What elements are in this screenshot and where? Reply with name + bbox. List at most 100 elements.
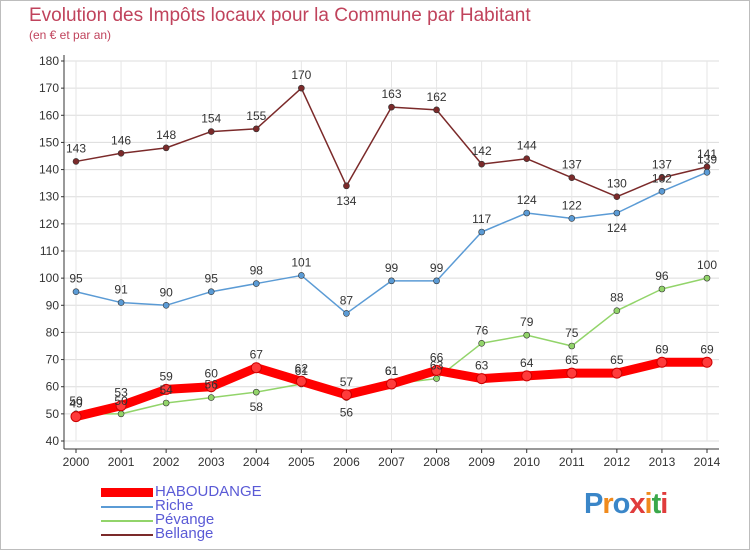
- data-point: [613, 209, 621, 217]
- data-label: 60: [205, 367, 219, 381]
- data-point: [388, 103, 395, 111]
- data-label: 69: [700, 342, 714, 356]
- legend-swatch: [101, 488, 153, 497]
- data-label: 98: [250, 264, 264, 278]
- data-point: [207, 394, 215, 401]
- data-label: 76: [475, 323, 489, 337]
- data-label: 134: [336, 194, 356, 208]
- data-point: [162, 144, 170, 152]
- data-label: 61: [385, 364, 399, 378]
- plot-area: 40 50 60 70 80 90 100 110 120 130 140 150 160 170 180 2…: [39, 54, 721, 469]
- data-label: 61: [295, 364, 309, 378]
- data-point: [476, 373, 488, 385]
- data-point: [433, 277, 440, 285]
- data-point: [658, 187, 666, 195]
- data-point: [478, 339, 485, 347]
- data-point: [252, 125, 260, 133]
- data-point: [703, 168, 711, 176]
- x-tick-label: 2005: [288, 455, 315, 469]
- y-tick-label: 180: [39, 54, 59, 68]
- logo-letter: r: [602, 488, 613, 520]
- logo-letter: o: [612, 488, 631, 520]
- legend-label: Bellange: [155, 525, 214, 542]
- data-label: 87: [340, 293, 354, 307]
- logo-letter: x: [629, 488, 645, 520]
- data-point: [298, 272, 305, 279]
- data-label: 63: [430, 359, 444, 373]
- data-label: 142: [472, 144, 492, 158]
- x-tick-label: 2010: [513, 455, 540, 469]
- data-label: 61: [385, 364, 399, 378]
- x-tick-label: 2013: [649, 455, 676, 469]
- data-point: [523, 209, 531, 217]
- data-label: 50: [114, 394, 128, 408]
- chart-subtitle: (en € et par an): [29, 28, 112, 42]
- labels-pévange: 50 50 54 56 58 61 56 61 63 76 79 75 88 96 100: [69, 258, 717, 419]
- data-point: [433, 106, 440, 114]
- x-tick-label: 2008: [423, 455, 450, 469]
- y-tick-label: 120: [39, 217, 59, 231]
- data-label: 137: [562, 158, 582, 172]
- data-label: 58: [250, 400, 264, 414]
- data-point: [72, 288, 80, 296]
- data-label: 53: [114, 386, 128, 400]
- data-point: [115, 400, 127, 412]
- logo-letter: i: [644, 488, 653, 520]
- data-label: 95: [205, 272, 219, 286]
- x-tick-label: 2002: [153, 455, 180, 469]
- data-point: [340, 389, 352, 401]
- legend-label: Pévange: [155, 511, 215, 528]
- data-label: 50: [69, 394, 83, 408]
- x-tick-label: 2009: [468, 455, 495, 469]
- data-label: 88: [610, 291, 624, 305]
- data-label: 117: [472, 212, 491, 226]
- legend-swatch: [101, 506, 153, 508]
- series-riche: [72, 168, 711, 317]
- data-label: 124: [517, 193, 537, 207]
- data-label: 155: [246, 109, 266, 123]
- data-point: [117, 299, 125, 306]
- x-tick-label: 2001: [108, 455, 135, 469]
- data-point: [117, 410, 125, 418]
- legend-swatch: [101, 534, 153, 536]
- data-point: [568, 174, 576, 182]
- data-point: [343, 310, 350, 317]
- data-point: [252, 280, 260, 287]
- y-tick-label: 80: [46, 325, 60, 339]
- data-label: 144: [517, 139, 537, 153]
- y-tick-label: 100: [39, 271, 59, 285]
- data-point: [703, 274, 711, 282]
- x-tick-label: 2014: [694, 455, 721, 469]
- data-point: [656, 356, 668, 368]
- data-point: [160, 383, 172, 395]
- data-point: [298, 84, 305, 92]
- data-label: 99: [385, 261, 399, 275]
- data-point: [523, 331, 531, 339]
- y-tick-label: 150: [39, 135, 59, 149]
- data-point: [658, 174, 666, 182]
- data-point: [521, 370, 533, 382]
- data-label: 146: [111, 133, 131, 147]
- y-tick-label: 160: [39, 108, 59, 122]
- data-label: 62: [295, 361, 309, 375]
- data-label: 63: [475, 359, 489, 373]
- data-label: 57: [340, 375, 354, 389]
- data-label: 141: [697, 147, 717, 161]
- data-label: 75: [565, 326, 579, 340]
- data-label: 137: [652, 158, 672, 172]
- data-label: 122: [562, 198, 582, 212]
- logo-letter: t: [651, 488, 662, 520]
- data-label: 99: [430, 261, 444, 275]
- data-label: 65: [610, 353, 624, 367]
- data-label: 49: [69, 397, 83, 411]
- y-tick-label: 60: [46, 380, 60, 394]
- data-point: [207, 288, 215, 296]
- data-label: 64: [520, 356, 534, 370]
- x-tick-label: 2000: [63, 455, 90, 469]
- data-label: 54: [159, 383, 173, 397]
- y-tick-label: 130: [39, 190, 59, 204]
- data-point: [295, 375, 307, 387]
- y-tick-label: 90: [46, 298, 60, 312]
